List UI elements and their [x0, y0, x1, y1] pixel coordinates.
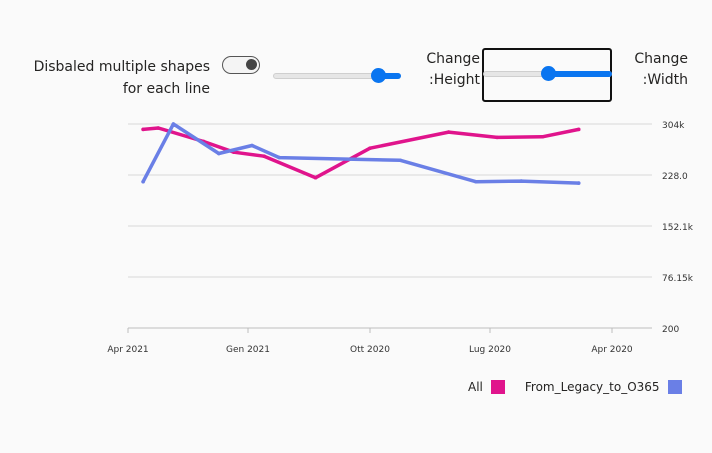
series-point [171, 122, 176, 126]
series-point [474, 179, 478, 184]
legend-label-legacy: From_Legacy_to_O365 [524, 380, 660, 394]
legend-label-all: All [468, 380, 483, 394]
series-point [519, 179, 524, 183]
series-point [368, 146, 372, 150]
width-slider[interactable] [483, 64, 612, 84]
toggle-knob[interactable] [246, 59, 257, 70]
legend-swatch-legacy [667, 380, 682, 394]
multiple-shapes-toggle-label: Disbaled multiple shapes for each line [33, 59, 210, 97]
legend: All From_Legacy_to_O365 [468, 380, 682, 394]
series-point [250, 143, 254, 148]
height-slider-fill [378, 73, 401, 79]
series-point [277, 155, 282, 160]
multiple-shapes-toggle[interactable] [222, 56, 260, 74]
legend-swatch-all [490, 380, 505, 394]
series-point [262, 154, 266, 159]
series-point [446, 130, 451, 134]
x-tick-label: Apr 2021 [107, 345, 148, 355]
series-point [216, 151, 221, 156]
y-tick-label: 228.0 [662, 172, 688, 182]
width-slider-fill [548, 71, 612, 77]
series-point [540, 134, 545, 139]
series-point [141, 179, 145, 184]
series-line-all [141, 126, 581, 180]
y-tick-label: 76.15k [662, 274, 694, 284]
x-tick-label: Lug 2020 [469, 345, 511, 355]
series-point [141, 127, 145, 132]
width-label: Change :Width [634, 51, 688, 88]
height-label: Change :Height [426, 51, 480, 88]
y-tick-label: 304k [662, 121, 685, 131]
series-point [313, 175, 318, 180]
series-point [398, 158, 403, 163]
series-point [495, 135, 499, 140]
x-tick-label: Apr 2020 [591, 345, 633, 355]
series-point [156, 126, 161, 130]
series-point [576, 127, 581, 132]
x-tick-label: Ott 2020 [350, 345, 390, 355]
series-point [576, 181, 581, 185]
y-tick-label: 152.1k [662, 223, 694, 233]
height-slider-thumb[interactable] [371, 68, 386, 83]
y-tick-label: 200 [662, 325, 679, 335]
width-slider-thumb[interactable] [541, 66, 556, 81]
x-tick-label: Gen 2021 [226, 345, 270, 355]
height-slider[interactable] [273, 66, 401, 86]
